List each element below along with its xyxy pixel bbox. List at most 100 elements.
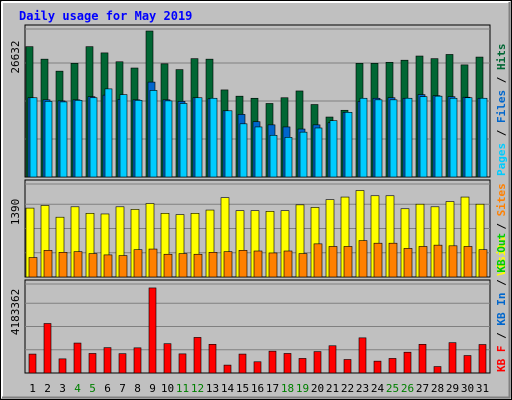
bar-kbytes-day-5 bbox=[88, 353, 97, 374]
x-tick-label: 8 bbox=[134, 382, 141, 395]
x-tick-label: 15 bbox=[236, 382, 249, 395]
bar-kbytes-day-12 bbox=[193, 337, 202, 374]
bar-pages-day-2 bbox=[44, 101, 53, 178]
bar-kbytes-day-18 bbox=[283, 353, 292, 374]
x-tick-label: 29 bbox=[446, 382, 459, 395]
bar-pages-day-22 bbox=[344, 112, 353, 178]
bar-pages-day-27 bbox=[419, 96, 428, 178]
bar-sites-day-23 bbox=[358, 240, 368, 278]
bar-kbytes-day-4 bbox=[73, 342, 82, 374]
panel-legend: KB F / KB In / KB Out bbox=[495, 233, 508, 372]
x-tick-label: 24 bbox=[371, 382, 385, 395]
bar-pages-day-19 bbox=[299, 131, 308, 178]
bar-kbytes-day-22 bbox=[343, 359, 352, 374]
bar-kbytes-day-13 bbox=[208, 344, 217, 374]
bar-pages-day-8 bbox=[134, 100, 143, 178]
x-tick-label: 19 bbox=[296, 382, 309, 395]
bar-sites-day-25 bbox=[388, 242, 398, 278]
bar-pages-day-3 bbox=[59, 101, 68, 178]
x-tick-label: 5 bbox=[89, 382, 96, 395]
bar-kbytes-day-17 bbox=[268, 350, 277, 374]
x-tick-label: 13 bbox=[206, 382, 219, 395]
bar-pages-day-1 bbox=[29, 97, 38, 178]
panel-visits-sites: 1390 Visits / Sites bbox=[9, 179, 508, 278]
bar-sites-day-14 bbox=[223, 251, 233, 278]
legend-item: Visits bbox=[495, 236, 508, 276]
bar-sites-day-13 bbox=[208, 252, 218, 278]
panel-kbytes: 4183362 KB F / KB In / KB Out bbox=[9, 233, 508, 374]
bar-kbytes-day-30 bbox=[463, 355, 472, 374]
x-tick-label: 14 bbox=[221, 382, 235, 395]
bar-kbytes-day-1 bbox=[28, 353, 37, 374]
bar-kbytes-day-15 bbox=[238, 353, 247, 374]
legend-item: Files bbox=[495, 90, 508, 123]
bar-sites-day-27 bbox=[418, 246, 428, 278]
legend-item: Sites bbox=[495, 183, 508, 216]
x-tick-label: 11 bbox=[176, 382, 189, 395]
bar-pages-day-29 bbox=[449, 97, 458, 178]
bar-sites-day-15 bbox=[238, 250, 248, 278]
chart-title: Daily usage for May 2019 bbox=[19, 9, 192, 23]
bar-pages-day-21 bbox=[329, 120, 338, 178]
panel-max-label: 26632 bbox=[9, 40, 22, 73]
bar-kbytes-day-25 bbox=[388, 358, 397, 374]
legend-item: Hits bbox=[495, 44, 508, 71]
bar-sites-day-30 bbox=[463, 246, 473, 278]
legend-item: KB In bbox=[495, 293, 508, 326]
bar-sites-day-16 bbox=[253, 250, 263, 278]
x-tick-label: 2 bbox=[44, 382, 51, 395]
bar-sites-day-26 bbox=[403, 248, 413, 278]
legend-item: KB F bbox=[495, 346, 508, 373]
x-tick-label: 22 bbox=[341, 382, 354, 395]
legend-separator: / bbox=[495, 326, 508, 346]
bar-sites-day-17 bbox=[268, 252, 278, 278]
legend-item: KB Out bbox=[495, 233, 508, 273]
x-tick-label: 27 bbox=[416, 382, 429, 395]
bar-kbytes-day-24 bbox=[373, 360, 382, 374]
x-axis-labels: 1 2 3 4 5 6 7 8 9 10 11 12 13 14 15 16 17 18 19 20 21 22 23 24 2… bbox=[29, 382, 489, 395]
bar-kbytes-day-9 bbox=[148, 287, 157, 374]
bar-kbytes-day-11 bbox=[178, 353, 187, 374]
bar-pages-day-15 bbox=[239, 123, 248, 178]
bar-pages-day-10 bbox=[164, 100, 173, 178]
bar-sites-day-2 bbox=[43, 250, 53, 278]
legend-separator: / bbox=[495, 123, 508, 143]
bar-sites-day-24 bbox=[373, 242, 383, 278]
bar-pages-day-23 bbox=[359, 97, 368, 178]
bar-sites-day-21 bbox=[328, 246, 338, 278]
bar-pages-day-13 bbox=[209, 97, 218, 178]
bar-kbytes-day-2 bbox=[43, 323, 52, 374]
bar-kbytes-day-27 bbox=[418, 344, 427, 374]
bar-kbytes-day-14 bbox=[223, 364, 232, 374]
x-tick-label: 31 bbox=[476, 382, 489, 395]
panel-legend: Visits / Sites bbox=[495, 183, 508, 276]
bar-kbytes-day-10 bbox=[163, 343, 172, 374]
panel-legend: Pages / Files / Hits bbox=[495, 44, 508, 177]
bar-sites-day-3 bbox=[58, 252, 68, 278]
bar-pages-day-17 bbox=[269, 134, 278, 178]
bar-kbytes-day-20 bbox=[313, 351, 322, 374]
bar-pages-day-6 bbox=[104, 88, 113, 178]
bar-sites-day-10 bbox=[163, 253, 173, 278]
bar-kbytes-day-29 bbox=[448, 342, 457, 374]
bar-sites-day-28 bbox=[433, 244, 443, 278]
bar-sites-day-9 bbox=[148, 248, 158, 278]
x-tick-label: 10 bbox=[161, 382, 174, 395]
bar-pages-day-30 bbox=[464, 97, 473, 178]
x-tick-label: 26 bbox=[401, 382, 414, 395]
bar-sites-day-22 bbox=[343, 246, 353, 278]
legend-separator: / bbox=[495, 273, 508, 293]
bar-sites-day-12 bbox=[193, 253, 203, 278]
bar-pages-day-24 bbox=[374, 99, 383, 178]
panel-max-label: 4183362 bbox=[9, 289, 22, 335]
bar-sites-day-11 bbox=[178, 253, 188, 278]
bar-pages-day-4 bbox=[74, 100, 83, 178]
bar-kbytes-day-3 bbox=[58, 358, 67, 374]
x-tick-label: 28 bbox=[431, 382, 444, 395]
x-tick-label: 17 bbox=[266, 382, 279, 395]
bar-kbytes-day-23 bbox=[358, 337, 367, 374]
bar-kbytes-day-19 bbox=[298, 358, 307, 374]
bar-kbytes-day-8 bbox=[133, 347, 142, 374]
x-tick-label: 3 bbox=[59, 382, 66, 395]
bar-pages-day-9 bbox=[149, 90, 158, 178]
